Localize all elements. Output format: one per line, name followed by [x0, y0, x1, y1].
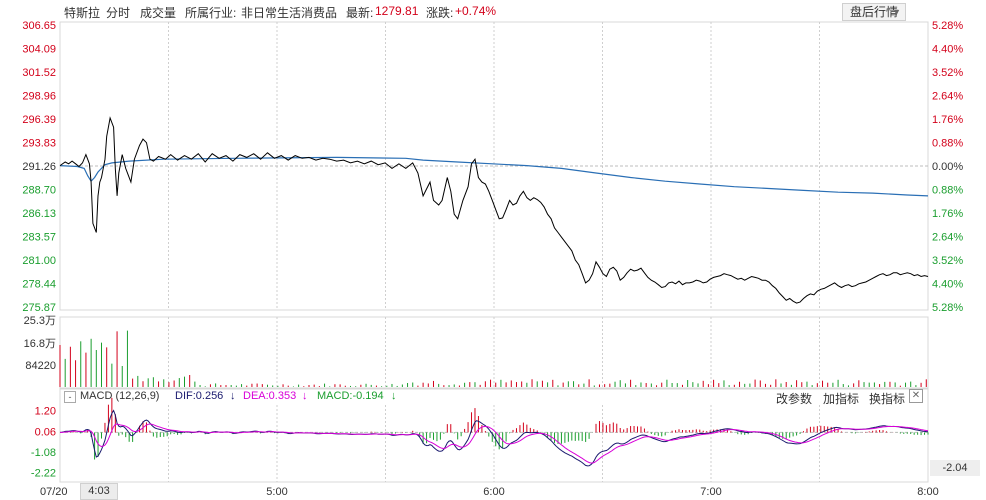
change-params-button[interactable]: 改参数	[776, 392, 813, 406]
cursor-time-label: 4:03	[80, 483, 118, 500]
price-line	[59, 116, 929, 304]
price-tick-label: 298.96	[22, 91, 56, 103]
chevron-down-icon: ▼	[892, 7, 901, 17]
price-tick-label: 301.52	[22, 67, 56, 79]
dif-value: DIF:0.256	[175, 390, 224, 402]
macd-down-icon: ↓	[391, 390, 397, 402]
tab-volume[interactable]: 成交量	[140, 6, 177, 20]
macd-value: MACD:-0.194	[317, 390, 384, 402]
industry-value: 非日常生活消费品	[241, 6, 338, 20]
dif-line	[59, 409, 929, 467]
percent-tick-label: 2.64%	[932, 232, 963, 244]
price-tick-label: 296.39	[22, 114, 56, 126]
percent-tick-label: 3.52%	[932, 255, 963, 267]
post-market-label: 盘后行情	[849, 5, 898, 19]
percent-tick-label: 4.40%	[932, 44, 963, 56]
price-tick-label: 283.57	[22, 232, 56, 244]
industry-label: 所属行业:	[185, 6, 237, 20]
dea-line	[60, 423, 929, 464]
date-label: 07/20	[40, 486, 68, 498]
percent-tick-label: 0.88%	[932, 138, 963, 150]
macd-tick-label: 1.20	[35, 406, 56, 418]
price-tick-label: 281.00	[22, 255, 56, 267]
price-tick-label: 288.70	[22, 185, 56, 197]
macd-cursor-readout: -2.04	[930, 460, 980, 476]
price-tick-label: 278.44	[22, 279, 56, 291]
collapse-icon[interactable]: -	[64, 391, 76, 403]
latest-label: 最新:	[346, 6, 374, 20]
time-tick-label: 8:00	[917, 486, 938, 498]
macd-tick-label: 0.06	[35, 426, 56, 438]
volume-tick-label: 25.3万	[24, 315, 56, 327]
price-tick-label: 286.13	[22, 208, 56, 220]
change-value: +0.74%	[455, 4, 497, 18]
percent-tick-label: 5.28%	[932, 20, 963, 32]
post-market-select[interactable]: 盘后行情 ▼	[842, 3, 906, 21]
macd-tick-label: -1.08	[31, 447, 56, 459]
time-tick-label: 7:00	[700, 486, 721, 498]
price-tick-label: 306.65	[22, 20, 56, 32]
macd-tick-label: -2.22	[31, 468, 56, 480]
volume-tick-label: 84220	[25, 360, 56, 372]
percent-tick-label: 2.64%	[932, 91, 963, 103]
add-indicator-button[interactable]: 加指标	[823, 392, 860, 406]
tab-intraday[interactable]: 分时	[106, 6, 131, 20]
switch-indicator-button[interactable]: 换指标	[869, 392, 906, 406]
macd-toolbar: - MACD (12,26,9) DIF:0.256 ↓ DEA:0.353 ↓…	[60, 389, 928, 406]
chart-header: 特斯拉 分时 成交量 所属行业: 非日常生活消费品 最新: 1279.81 涨跌…	[0, 0, 986, 22]
volume-tick-label: 16.8万	[24, 338, 56, 350]
percent-tick-label: 5.28%	[932, 302, 963, 314]
percent-tick-label: 1.76%	[932, 208, 963, 220]
macd-title: MACD (12,26,9)	[80, 390, 160, 402]
price-tick-label: 293.83	[22, 138, 56, 150]
close-icon[interactable]: ✕	[909, 389, 923, 403]
dea-down-icon: ↓	[302, 390, 308, 402]
change-label: 涨跌:	[426, 6, 454, 20]
percent-tick-label: 0.88%	[932, 185, 963, 197]
price-tick-label: 275.87	[22, 302, 56, 314]
time-tick-label: 6:00	[483, 486, 504, 498]
latest-value: 1279.81	[375, 4, 419, 18]
stock-name: 特斯拉	[64, 6, 101, 20]
percent-tick-label: 3.52%	[932, 67, 963, 79]
dif-down-icon: ↓	[230, 390, 236, 402]
price-tick-label: 304.09	[22, 44, 56, 56]
price-tick-label: 291.26	[22, 161, 56, 173]
percent-tick-label: 1.76%	[932, 114, 963, 126]
percent-tick-label: 0.00%	[932, 161, 963, 173]
percent-tick-label: 4.40%	[932, 279, 963, 291]
dea-value: DEA:0.353	[243, 390, 297, 402]
average-price-line	[59, 156, 929, 197]
time-tick-label: 5:00	[266, 486, 287, 498]
